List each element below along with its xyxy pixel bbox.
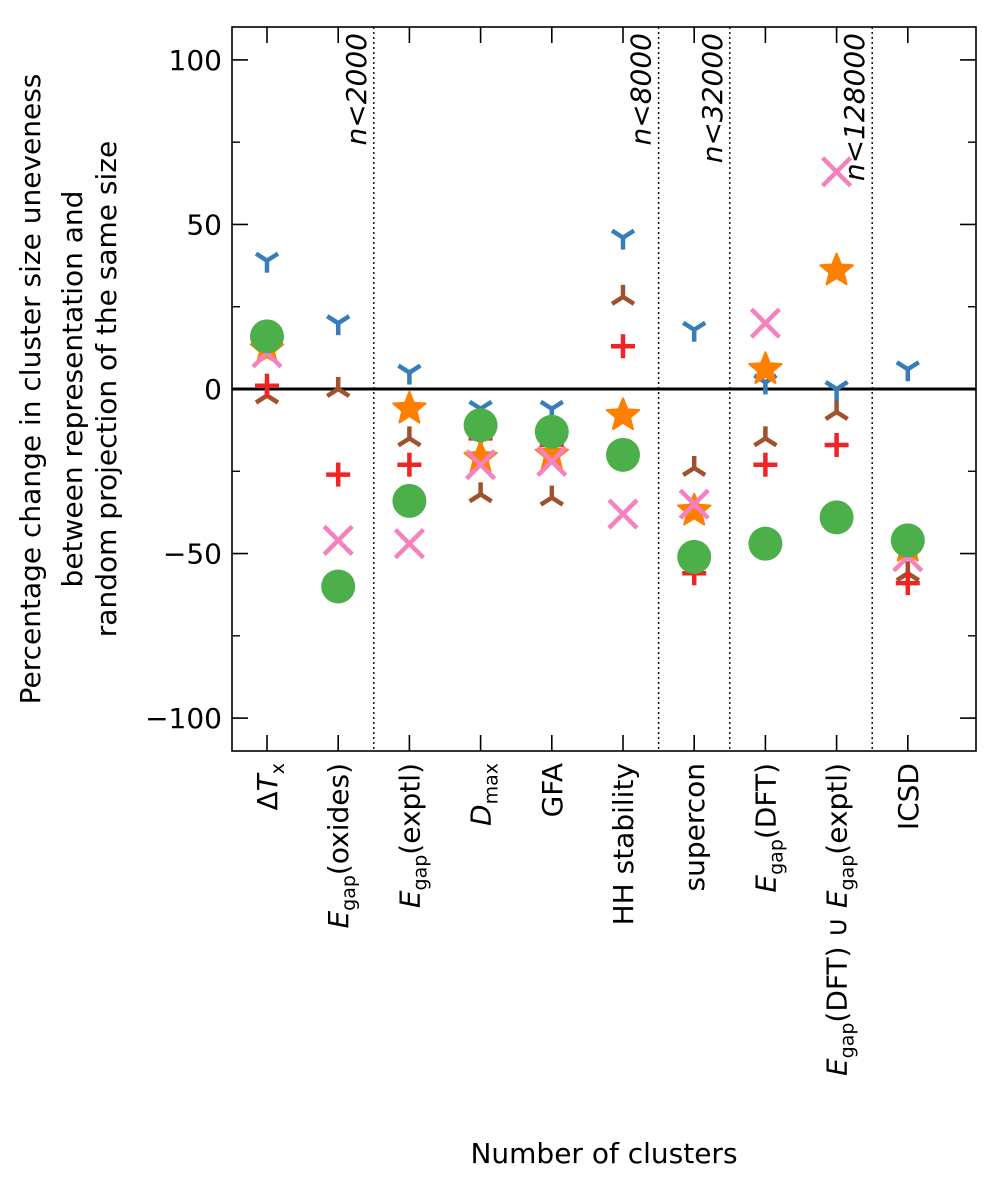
marker-series-1-cat-2 [397,363,422,385]
marker-series-0-cat-4 [539,485,565,507]
category-label-part: gap [837,1023,859,1059]
category-label-part: gap [338,875,360,911]
y-axis-label-line: random projection of the same size [90,141,123,637]
marker-series-0-cat-1 [325,377,351,398]
marker-series-5-cat-7 [748,526,783,561]
marker-series-2-cat-2 [397,452,422,477]
category-label-part: (exptl) [393,763,426,855]
y-axis-label: Percentage change in cluster size uneven… [14,74,123,705]
marker-series-0-cat-3 [468,482,493,504]
marker-series-4-cat-3 [465,449,497,481]
x-category-label: Egap(oxides) [322,763,360,929]
marker-series-5-cat-3 [463,408,498,443]
marker-series-1-cat-5 [610,228,636,250]
x-category-label: Egap(exptl) [393,763,431,908]
marker-series-4-cat-7 [749,307,781,339]
category-label-part: GFA [536,763,569,817]
category-label-part: T [251,772,284,791]
category-label-part: (DFT) [749,763,782,839]
marker-series-3-cat-2 [392,390,427,424]
x-category-label: GFA [536,763,569,817]
category-label-part: supercon [678,763,711,892]
category-label-part: ICSD [892,763,925,830]
category-label-part: (exptl) [821,763,854,855]
y-axis-ticks: −100 −50 0 50 100 [145,44,976,735]
marker-series-0-cat-6 [681,455,707,477]
x-category-label: Egap(DFT) ∪ Egap(exptl) [821,763,859,1076]
data-markers [249,156,925,604]
x-category-label: ICSD [892,763,925,830]
marker-series-5-cat-0 [250,319,284,354]
category-label-part: E [821,1058,854,1076]
marker-series-1-cat-9 [895,360,921,382]
marker-series-4-cat-2 [393,528,425,560]
x-category-label: ΔTx [251,763,289,811]
marker-series-0-cat-7 [753,426,778,448]
marker-series-1-cat-1 [325,314,351,336]
marker-series-0-cat-5 [610,284,636,306]
marker-series-1-cat-8 [824,380,849,401]
category-label-part: (DFT) ∪ [821,908,854,1022]
marker-series-2-cat-9 [895,571,920,596]
marker-series-5-cat-4 [534,414,569,449]
y-tick-label: −100 [145,702,222,735]
marker-series-5-cat-2 [392,483,427,518]
marker-series-5-cat-9 [890,523,925,558]
threshold-label: n<32000 [696,33,729,163]
x-category-label: Egap(DFT) [749,763,787,893]
threshold-label: n<2000 [340,33,373,145]
marker-series-3-cat-7 [748,351,783,384]
threshold-label: n<8000 [625,33,658,145]
y-axis-label-line: Percentage change in cluster size uneven… [14,74,47,705]
category-label-part: gap [837,855,859,891]
marker-series-5-cat-1 [321,569,356,604]
y-tick-label: 0 [204,373,222,406]
category-label-part: gap [409,855,431,891]
marker-series-3-cat-5 [605,397,641,431]
marker-series-2-cat-8 [824,432,849,457]
marker-series-4-cat-6 [678,488,710,520]
marker-series-2-cat-5 [611,334,635,359]
marker-series-4-cat-8 [821,156,853,188]
marker-series-2-cat-1 [326,462,351,487]
category-label-part: E [322,911,355,929]
category-label-part: (oxides) [322,763,355,875]
category-label-part: E [749,875,782,893]
marker-series-5-cat-8 [819,500,854,535]
marker-series-1-cat-0 [254,251,280,273]
category-label-part: Δ [251,791,284,810]
marker-series-4-cat-4 [536,445,568,477]
x-category-label: Dmax [465,763,503,826]
marker-series-0-cat-8 [824,400,849,421]
category-label-part: D [465,804,498,826]
category-label-part: E [393,890,426,908]
marker-series-4-cat-1 [322,524,354,556]
category-label-part: E [821,890,854,908]
y-tick-label: −50 [163,538,222,571]
category-label-part: x [267,763,289,774]
marker-series-5-cat-5 [606,437,640,472]
y-axis-label-line: between representation and [56,191,89,588]
marker-series-1-cat-6 [681,320,707,342]
x-category-label: HH stability [607,763,640,925]
x-axis-label: Number of clusters [470,1137,737,1170]
category-label-part: HH stability [607,763,640,925]
marker-series-0-cat-2 [397,426,422,448]
threshold-lines: n<2000 n<8000 n<32000 n<128000 [340,27,873,751]
category-label-part: gap [765,839,787,875]
threshold-label: n<128000 [838,33,871,181]
category-label-part: max [481,763,503,804]
marker-series-5-cat-6 [677,539,712,574]
x-category-label: supercon [678,763,711,892]
marker-series-4-cat-5 [607,498,639,530]
marker-series-2-cat-7 [753,452,778,477]
marker-series-3-cat-8 [819,252,854,286]
y-tick-label: 100 [169,44,222,77]
marker-series-3-cat-6 [677,492,712,526]
y-tick-label: 50 [186,208,222,241]
marker-series-2-cat-0 [255,373,279,398]
